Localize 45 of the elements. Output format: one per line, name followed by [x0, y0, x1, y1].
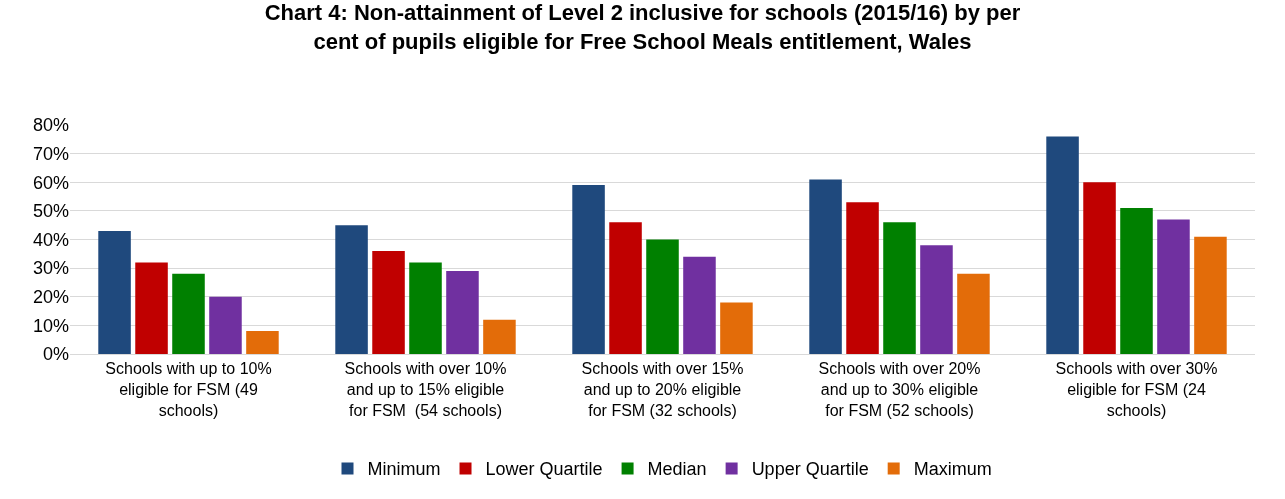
- y-tick-label: 30%: [32, 258, 69, 279]
- x-tick-label: Schools with over 30% eligible for FSM (24 schools): [1055, 360, 1218, 419]
- bar: [1083, 182, 1116, 354]
- bar: [846, 202, 879, 354]
- x-tick-label: Schools with up to 10% eligible for FSM (49 schools): [105, 360, 272, 419]
- bar: [335, 225, 368, 354]
- y-tick-label: 20%: [32, 287, 69, 308]
- bar: [372, 250, 405, 354]
- bar: [1157, 219, 1190, 354]
- bar: [1194, 236, 1227, 354]
- bar: [920, 245, 953, 354]
- bar: [957, 273, 990, 354]
- chart-title: Chart 4: Non-attainment of Level 2 inclusive for schools (2015/16) by per cent of pupils eligible for Free School Meals entitlement, Wales: [264, 0, 1021, 54]
- bar: [446, 270, 479, 354]
- y-tick-label: 0%: [42, 344, 69, 365]
- legend-label: Maximum: [913, 459, 992, 480]
- bar: [1046, 136, 1079, 354]
- bar: [135, 262, 168, 354]
- y-tick-label: 60%: [32, 172, 69, 193]
- x-tick-label: Schools with over 20% and up to 30% eligible for FSM (52 schools): [818, 360, 981, 419]
- legend-label: Lower Quartile: [485, 459, 603, 480]
- y-tick-label: 40%: [32, 229, 69, 250]
- bar: [172, 273, 205, 354]
- bar: [98, 230, 131, 354]
- bar: [809, 179, 842, 354]
- y-tick-label: 10%: [32, 315, 69, 336]
- y-tick-label: 70%: [32, 143, 69, 164]
- x-tick-label: Schools with over 15% and up to 20% eligible for FSM (32 schools): [581, 360, 744, 419]
- bar: [572, 185, 605, 354]
- legend-label: Median: [647, 459, 707, 480]
- legend-label: Minimum: [367, 459, 441, 480]
- bar: [246, 331, 279, 354]
- bar: [483, 319, 516, 354]
- legend-label: Upper Quartile: [751, 459, 869, 480]
- bar: [683, 256, 716, 354]
- bar: [209, 296, 242, 354]
- bar: [646, 239, 679, 354]
- bar: [409, 262, 442, 354]
- bar: [609, 222, 642, 354]
- bar: [720, 302, 753, 354]
- x-tick-label: Schools with over 10% and up to 15% eligible for FSM (54 schools): [344, 360, 507, 419]
- bar: [883, 222, 916, 354]
- y-tick-label: 50%: [32, 201, 69, 222]
- y-tick-label: 80%: [32, 115, 69, 136]
- bar: [1120, 208, 1153, 354]
